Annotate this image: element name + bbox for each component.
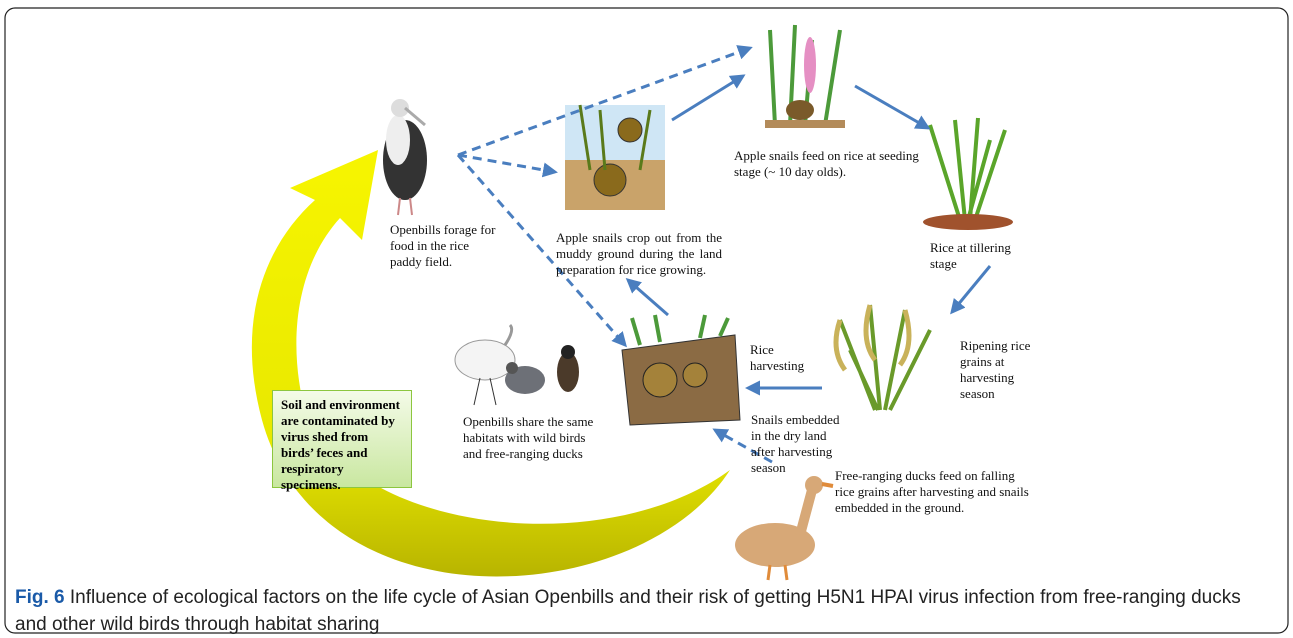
seedling-illustration <box>765 25 845 128</box>
node-label: Apple snails crop out from the muddy gro… <box>556 230 722 278</box>
ripening-rice-illustration <box>836 305 930 410</box>
caption-text: Influence of ecological factors on the l… <box>15 587 1241 635</box>
openbill-illustration <box>383 99 427 215</box>
arrow <box>855 86 928 128</box>
figure: Openbills forage for food in the rice pa… <box>0 0 1293 638</box>
node-label: Rice at tillering stage <box>930 240 1015 272</box>
arrow <box>628 280 668 315</box>
arrow <box>952 266 990 312</box>
note-box: Soil and environment are contaminated by… <box>272 390 412 488</box>
node-label: Apple snails feed on rice at seeding sta… <box>734 148 940 180</box>
wild-birds-illustration <box>455 325 579 405</box>
node-label: Openbills share the same habitats with w… <box>463 414 595 462</box>
snail-crop-illustration <box>565 105 665 210</box>
duck-illustration <box>735 476 833 580</box>
node-label: Snails embedded in the dry land after ha… <box>751 412 846 476</box>
arrow <box>672 76 743 120</box>
soil-snails-illustration <box>622 315 740 425</box>
caption: Fig. 6 Influence of ecological factors o… <box>15 584 1275 638</box>
node-label: Ripening rice grains at harvesting seaso… <box>960 338 1042 402</box>
diagram-graphics <box>0 0 1293 638</box>
node-label: Openbills forage for food in the rice pa… <box>390 222 502 270</box>
edge-label: Rice harvesting <box>750 342 812 374</box>
node-label: Free-ranging ducks feed on falling rice … <box>835 468 1035 516</box>
caption-label: Fig. 6 <box>15 587 65 608</box>
